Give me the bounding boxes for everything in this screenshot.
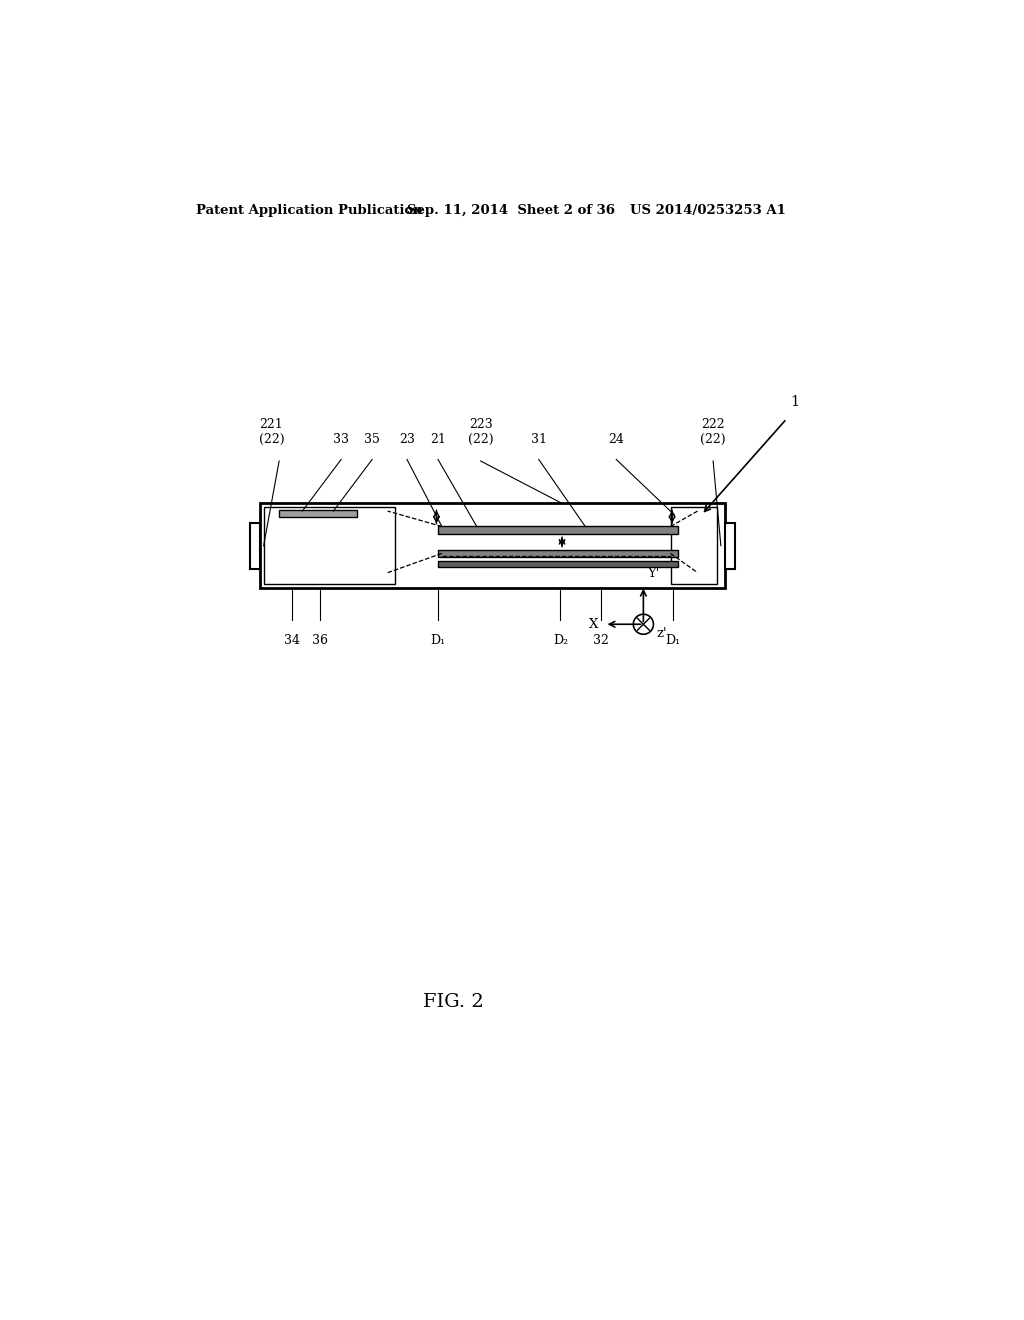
Text: 223
(22): 223 (22)	[468, 417, 494, 446]
Bar	[671, 507, 717, 585]
Text: 21: 21	[430, 433, 445, 446]
Text: 23: 23	[399, 433, 415, 446]
Bar	[725, 523, 735, 569]
Text: D₁: D₁	[430, 635, 445, 647]
Bar	[438, 549, 678, 557]
Text: 35: 35	[365, 433, 380, 446]
Text: Y': Y'	[647, 566, 659, 579]
Text: 31: 31	[530, 433, 547, 446]
Text: 33: 33	[333, 433, 349, 446]
Text: Patent Application Publication: Patent Application Publication	[197, 205, 423, 218]
Text: z': z'	[656, 627, 668, 640]
Text: 34: 34	[285, 635, 300, 647]
Text: 36: 36	[312, 635, 329, 647]
Text: D₁: D₁	[666, 635, 680, 647]
Bar	[438, 561, 678, 568]
Text: X: X	[589, 618, 598, 631]
Text: 32: 32	[593, 635, 608, 647]
Bar	[280, 510, 356, 517]
Text: 222
(22): 222 (22)	[700, 417, 726, 446]
Text: FIG. 2: FIG. 2	[423, 993, 484, 1011]
Text: US 2014/0253253 A1: US 2014/0253253 A1	[630, 205, 786, 218]
Text: Sep. 11, 2014  Sheet 2 of 36: Sep. 11, 2014 Sheet 2 of 36	[407, 205, 615, 218]
Text: D₂: D₂	[553, 635, 568, 647]
Text: 221
(22): 221 (22)	[259, 417, 285, 446]
Bar	[250, 523, 260, 569]
Bar	[260, 503, 725, 589]
Bar	[438, 527, 678, 535]
Text: 1: 1	[791, 396, 800, 409]
Bar	[263, 507, 395, 585]
Text: 24: 24	[608, 433, 625, 446]
